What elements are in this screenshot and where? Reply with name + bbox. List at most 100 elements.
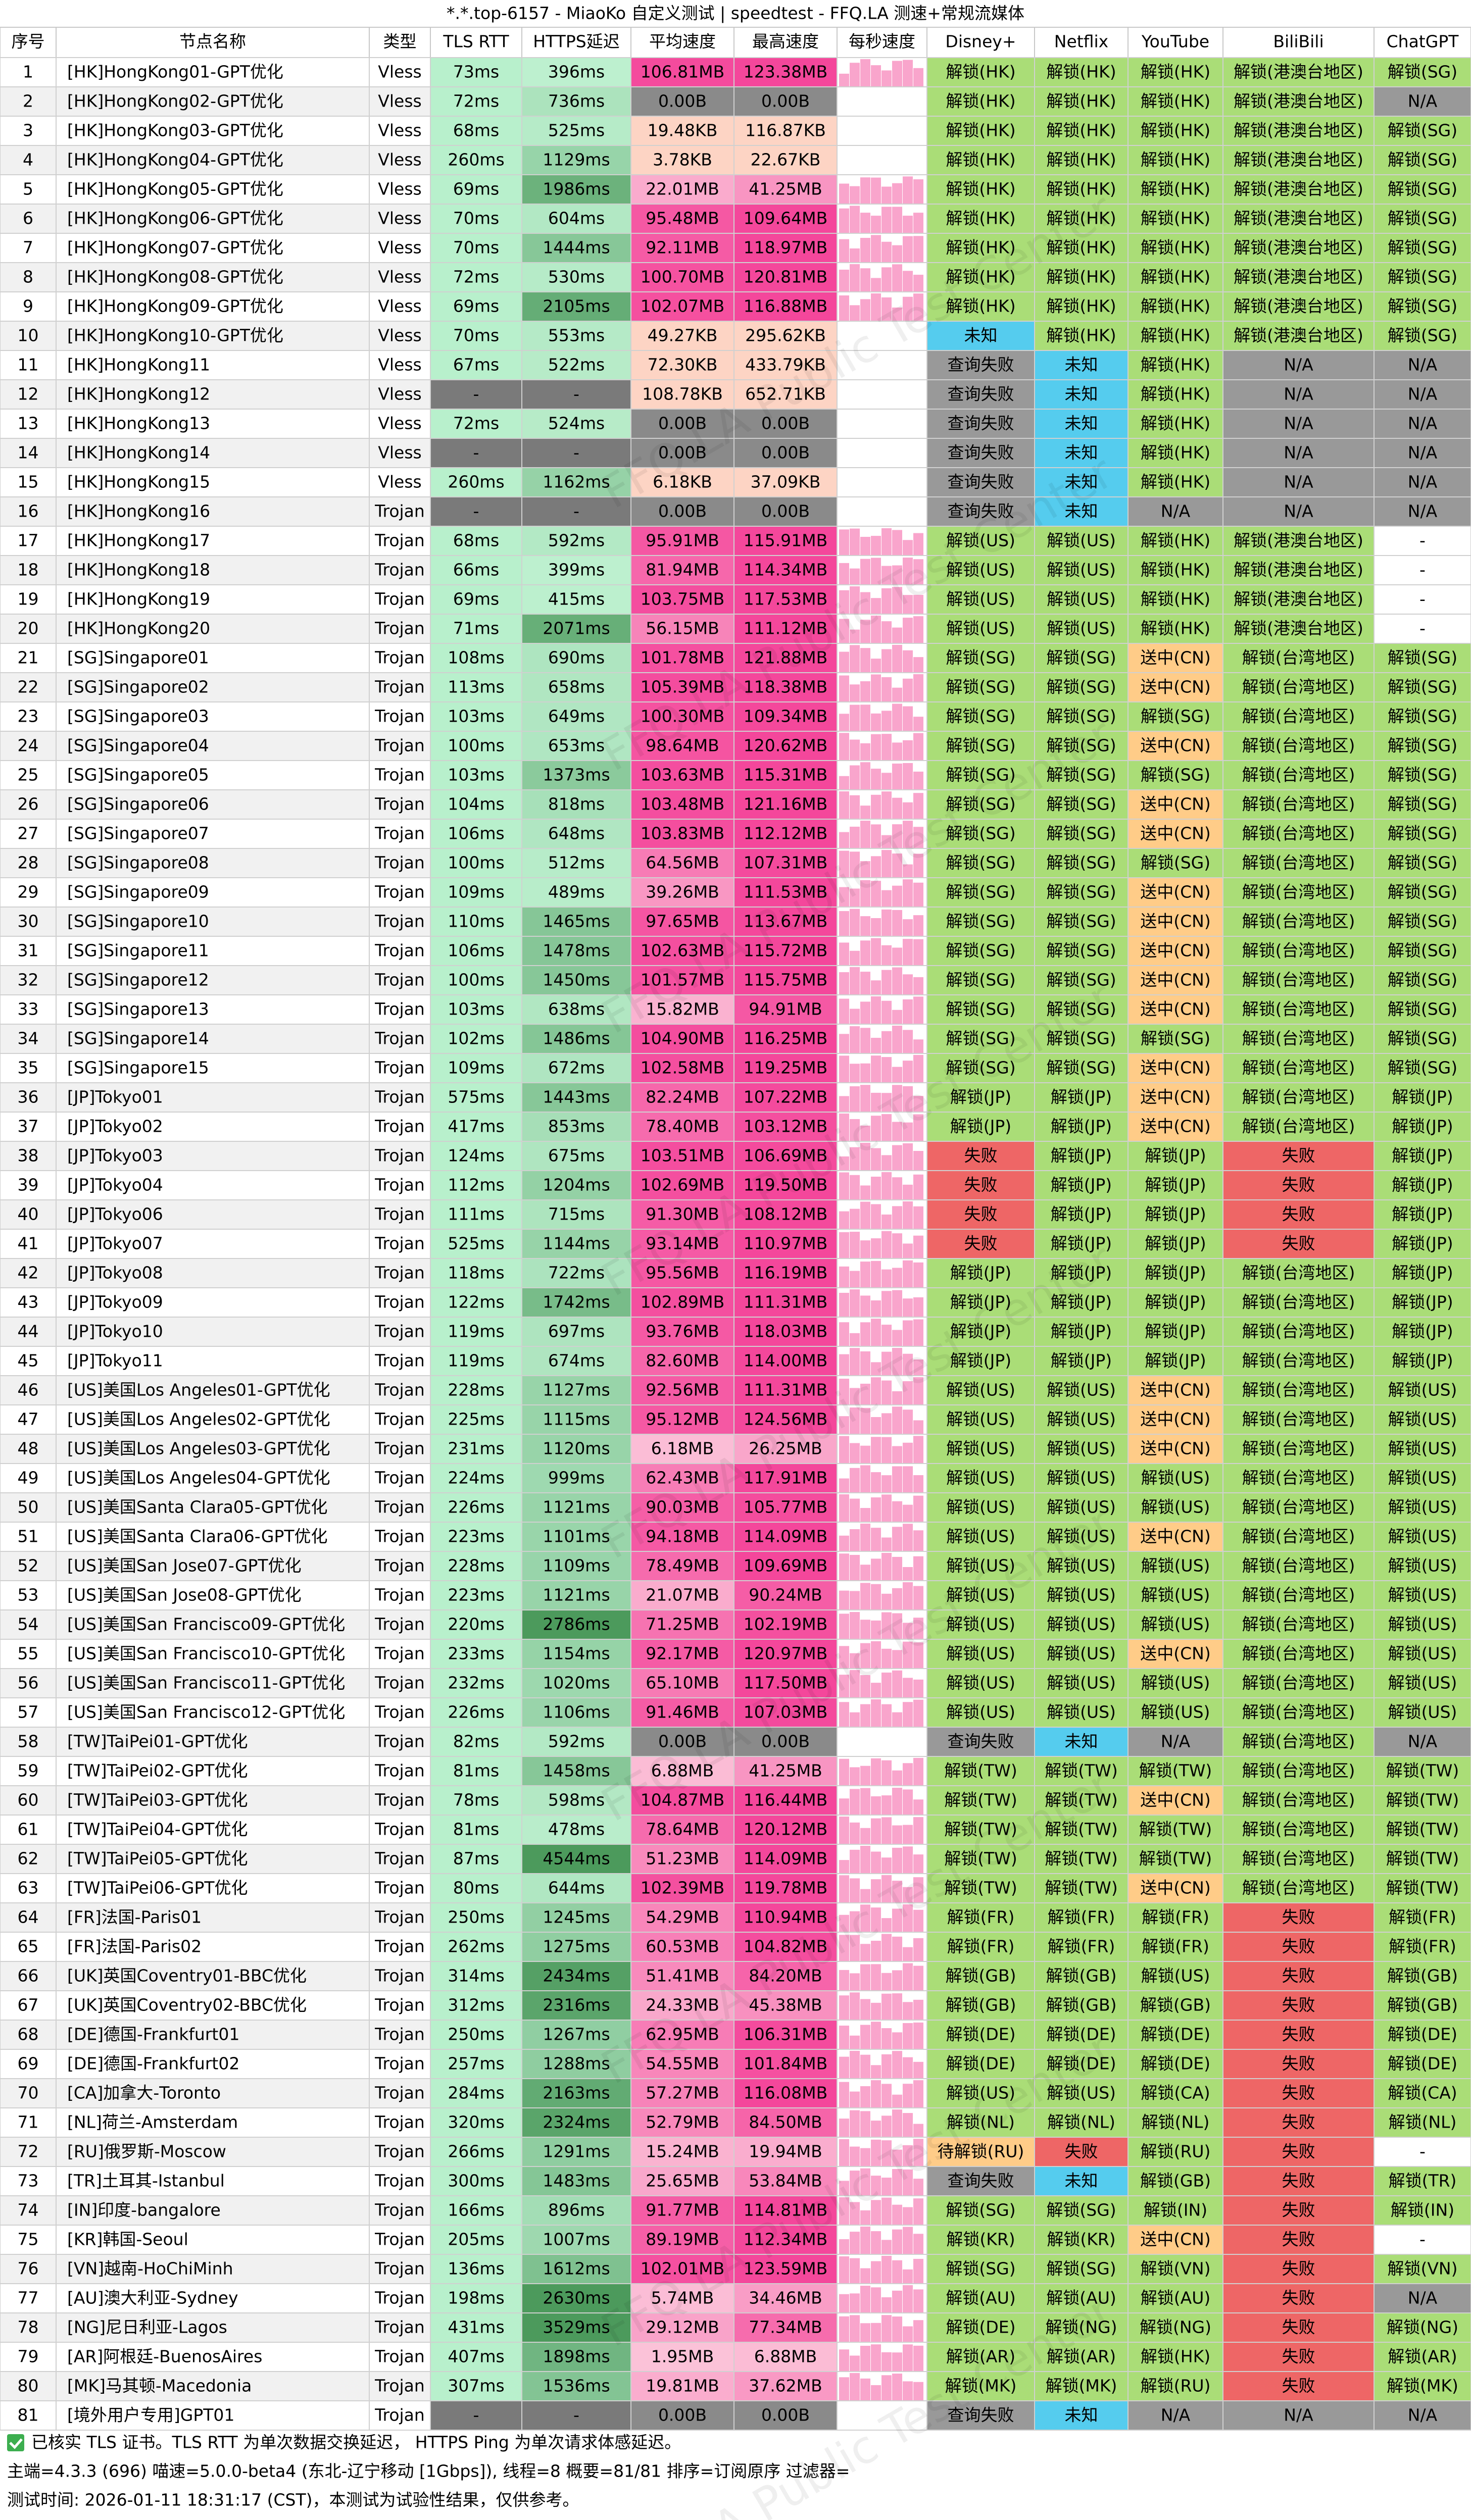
- cell-text: 解锁(TW): [1386, 1761, 1459, 1781]
- cell-background: [926, 819, 1035, 849]
- cell-text: 104.82MB: [744, 1937, 828, 1956]
- cell-text: 失败: [1282, 2142, 1315, 2161]
- cell-text: 1: [23, 62, 33, 82]
- cell-text: 78ms: [453, 1790, 499, 1810]
- cell-text: 解锁(台湾地区): [1242, 1409, 1355, 1429]
- speed-sparkline-bar: [850, 2110, 860, 2137]
- cell-text: 送中(CN): [1140, 736, 1210, 755]
- cell-background: [1374, 906, 1471, 937]
- cell-text: 解锁(台湾地区): [1242, 677, 1355, 697]
- cell-text: 解锁(US): [1047, 1644, 1116, 1664]
- cell-text: 解锁(US): [946, 2083, 1015, 2103]
- cell-text: 解锁(VN): [1387, 2259, 1457, 2279]
- node-name: [US]美国San Francisco09-GPT优化: [67, 1615, 345, 1634]
- cell-background: [1222, 204, 1375, 234]
- cell-text: 114.34MB: [744, 560, 828, 580]
- cell-text: 108.78KB: [642, 384, 723, 404]
- speed-sparkline-bar: [903, 706, 913, 731]
- cell-text: 送中(CN): [1140, 882, 1210, 902]
- node-name: [HK]HongKong11: [67, 355, 210, 375]
- cell-background: [926, 936, 1035, 966]
- cell-background: [430, 1990, 522, 2021]
- cell-background: [521, 2049, 631, 2079]
- cell-background: [0, 819, 57, 849]
- cell-background: [521, 614, 631, 644]
- node-name: [SG]Singapore01: [67, 648, 209, 668]
- cell-background: [521, 2400, 631, 2431]
- cell-text: 284ms: [448, 2083, 504, 2103]
- cell-background: [1034, 1024, 1129, 1054]
- cell-background: [1222, 1317, 1375, 1347]
- cell-background: [521, 760, 631, 790]
- speed-sparkline-bar: [903, 939, 913, 966]
- speed-sparkline-bar: [881, 1537, 892, 1551]
- cell-text: 解锁(TW): [1045, 1849, 1118, 1869]
- node-name: [TW]TaiPei06-GPT优化: [67, 1878, 248, 1898]
- cell-text: 111.12MB: [744, 619, 828, 638]
- cell-text: 260ms: [448, 150, 504, 170]
- speed-sparkline-bar: [860, 1766, 870, 1786]
- speed-sparkline-bar: [839, 2181, 849, 2196]
- speed-sparkline-bar: [850, 1612, 860, 1639]
- cell-background: [369, 1727, 431, 1757]
- cell-background: [733, 965, 838, 995]
- cell-background: [926, 731, 1035, 761]
- cell-text: Trojan: [374, 619, 425, 638]
- cell-background: [56, 1902, 370, 1933]
- speed-sparkline-bar: [839, 1211, 849, 1229]
- node-name: [SG]Singapore08: [67, 853, 209, 873]
- cell-text: 解锁(JP): [950, 1117, 1011, 1136]
- speed-sparkline-bar: [871, 1319, 881, 1346]
- speed-sparkline-bar: [850, 2146, 860, 2166]
- cell-text: 送中(CN): [1140, 912, 1210, 931]
- cell-background: [0, 116, 57, 146]
- cell-text: N/A: [1408, 2405, 1438, 2425]
- cell-background: [1374, 672, 1471, 702]
- cell-background: [430, 467, 522, 497]
- cell-background: [56, 1053, 370, 1083]
- speed-sparkline-bar: [850, 1086, 860, 1112]
- cell-text: 21: [18, 648, 39, 668]
- cell-background: [1034, 2049, 1129, 2079]
- cell-text: 103ms: [448, 765, 504, 785]
- node-name: [JP]Tokyo08: [67, 1263, 163, 1283]
- cell-background: [1374, 1229, 1471, 1259]
- cell-text: 16: [18, 501, 39, 521]
- cell-background: [1034, 1492, 1129, 1523]
- speed-sparkline-bar: [903, 1409, 913, 1434]
- node-name: [JP]Tokyo03: [67, 1146, 163, 1166]
- speed-sparkline-bar: [913, 1475, 923, 1493]
- speed-sparkline-bar: [903, 2344, 913, 2372]
- cell-text: Trojan: [374, 824, 425, 843]
- speed-sparkline-bar: [903, 1086, 913, 1112]
- speed-sparkline-bar: [892, 1177, 902, 1200]
- cell-background: [1127, 1932, 1223, 1962]
- cell-text: 解锁(台湾地区): [1242, 824, 1355, 843]
- speed-sparkline-bar: [913, 2382, 923, 2401]
- node-name: [US]美国San Jose07-GPT优化: [67, 1556, 302, 1576]
- node-name: [JP]Tokyo10: [67, 1322, 163, 1341]
- speed-sparkline-bar: [881, 2115, 892, 2137]
- cell-text: 解锁(台湾地区): [1242, 912, 1355, 931]
- cell-text: 解锁(JP): [1051, 1351, 1112, 1371]
- cell-background: [56, 1639, 370, 1669]
- cell-text: 解锁(NG): [1140, 2317, 1211, 2337]
- cell-text: 解锁(TR): [1389, 2171, 1457, 2191]
- speed-sparkline-bar: [850, 1591, 860, 1610]
- cell-background: [1034, 555, 1129, 585]
- cell-text: 解锁(港澳台地区): [1234, 267, 1363, 287]
- cell-text: 1144ms: [543, 1234, 610, 1253]
- cell-background: [1374, 2166, 1471, 2196]
- cell-text: 524ms: [548, 414, 605, 433]
- cell-text: 1121ms: [543, 1497, 610, 1517]
- cell-background: [1127, 1287, 1223, 1318]
- cell-text: 70ms: [453, 326, 499, 345]
- cell-background: [733, 848, 838, 878]
- cell-text: 41.25MB: [749, 179, 822, 199]
- speed-sparkline-bar: [871, 1620, 881, 1639]
- cell-background: [0, 1199, 57, 1230]
- cell-text: 100.70MB: [641, 267, 725, 287]
- cell-text: 1162ms: [543, 472, 610, 492]
- cell-text: 解锁(JP): [1392, 1322, 1453, 1341]
- cell-background: [1222, 1141, 1375, 1171]
